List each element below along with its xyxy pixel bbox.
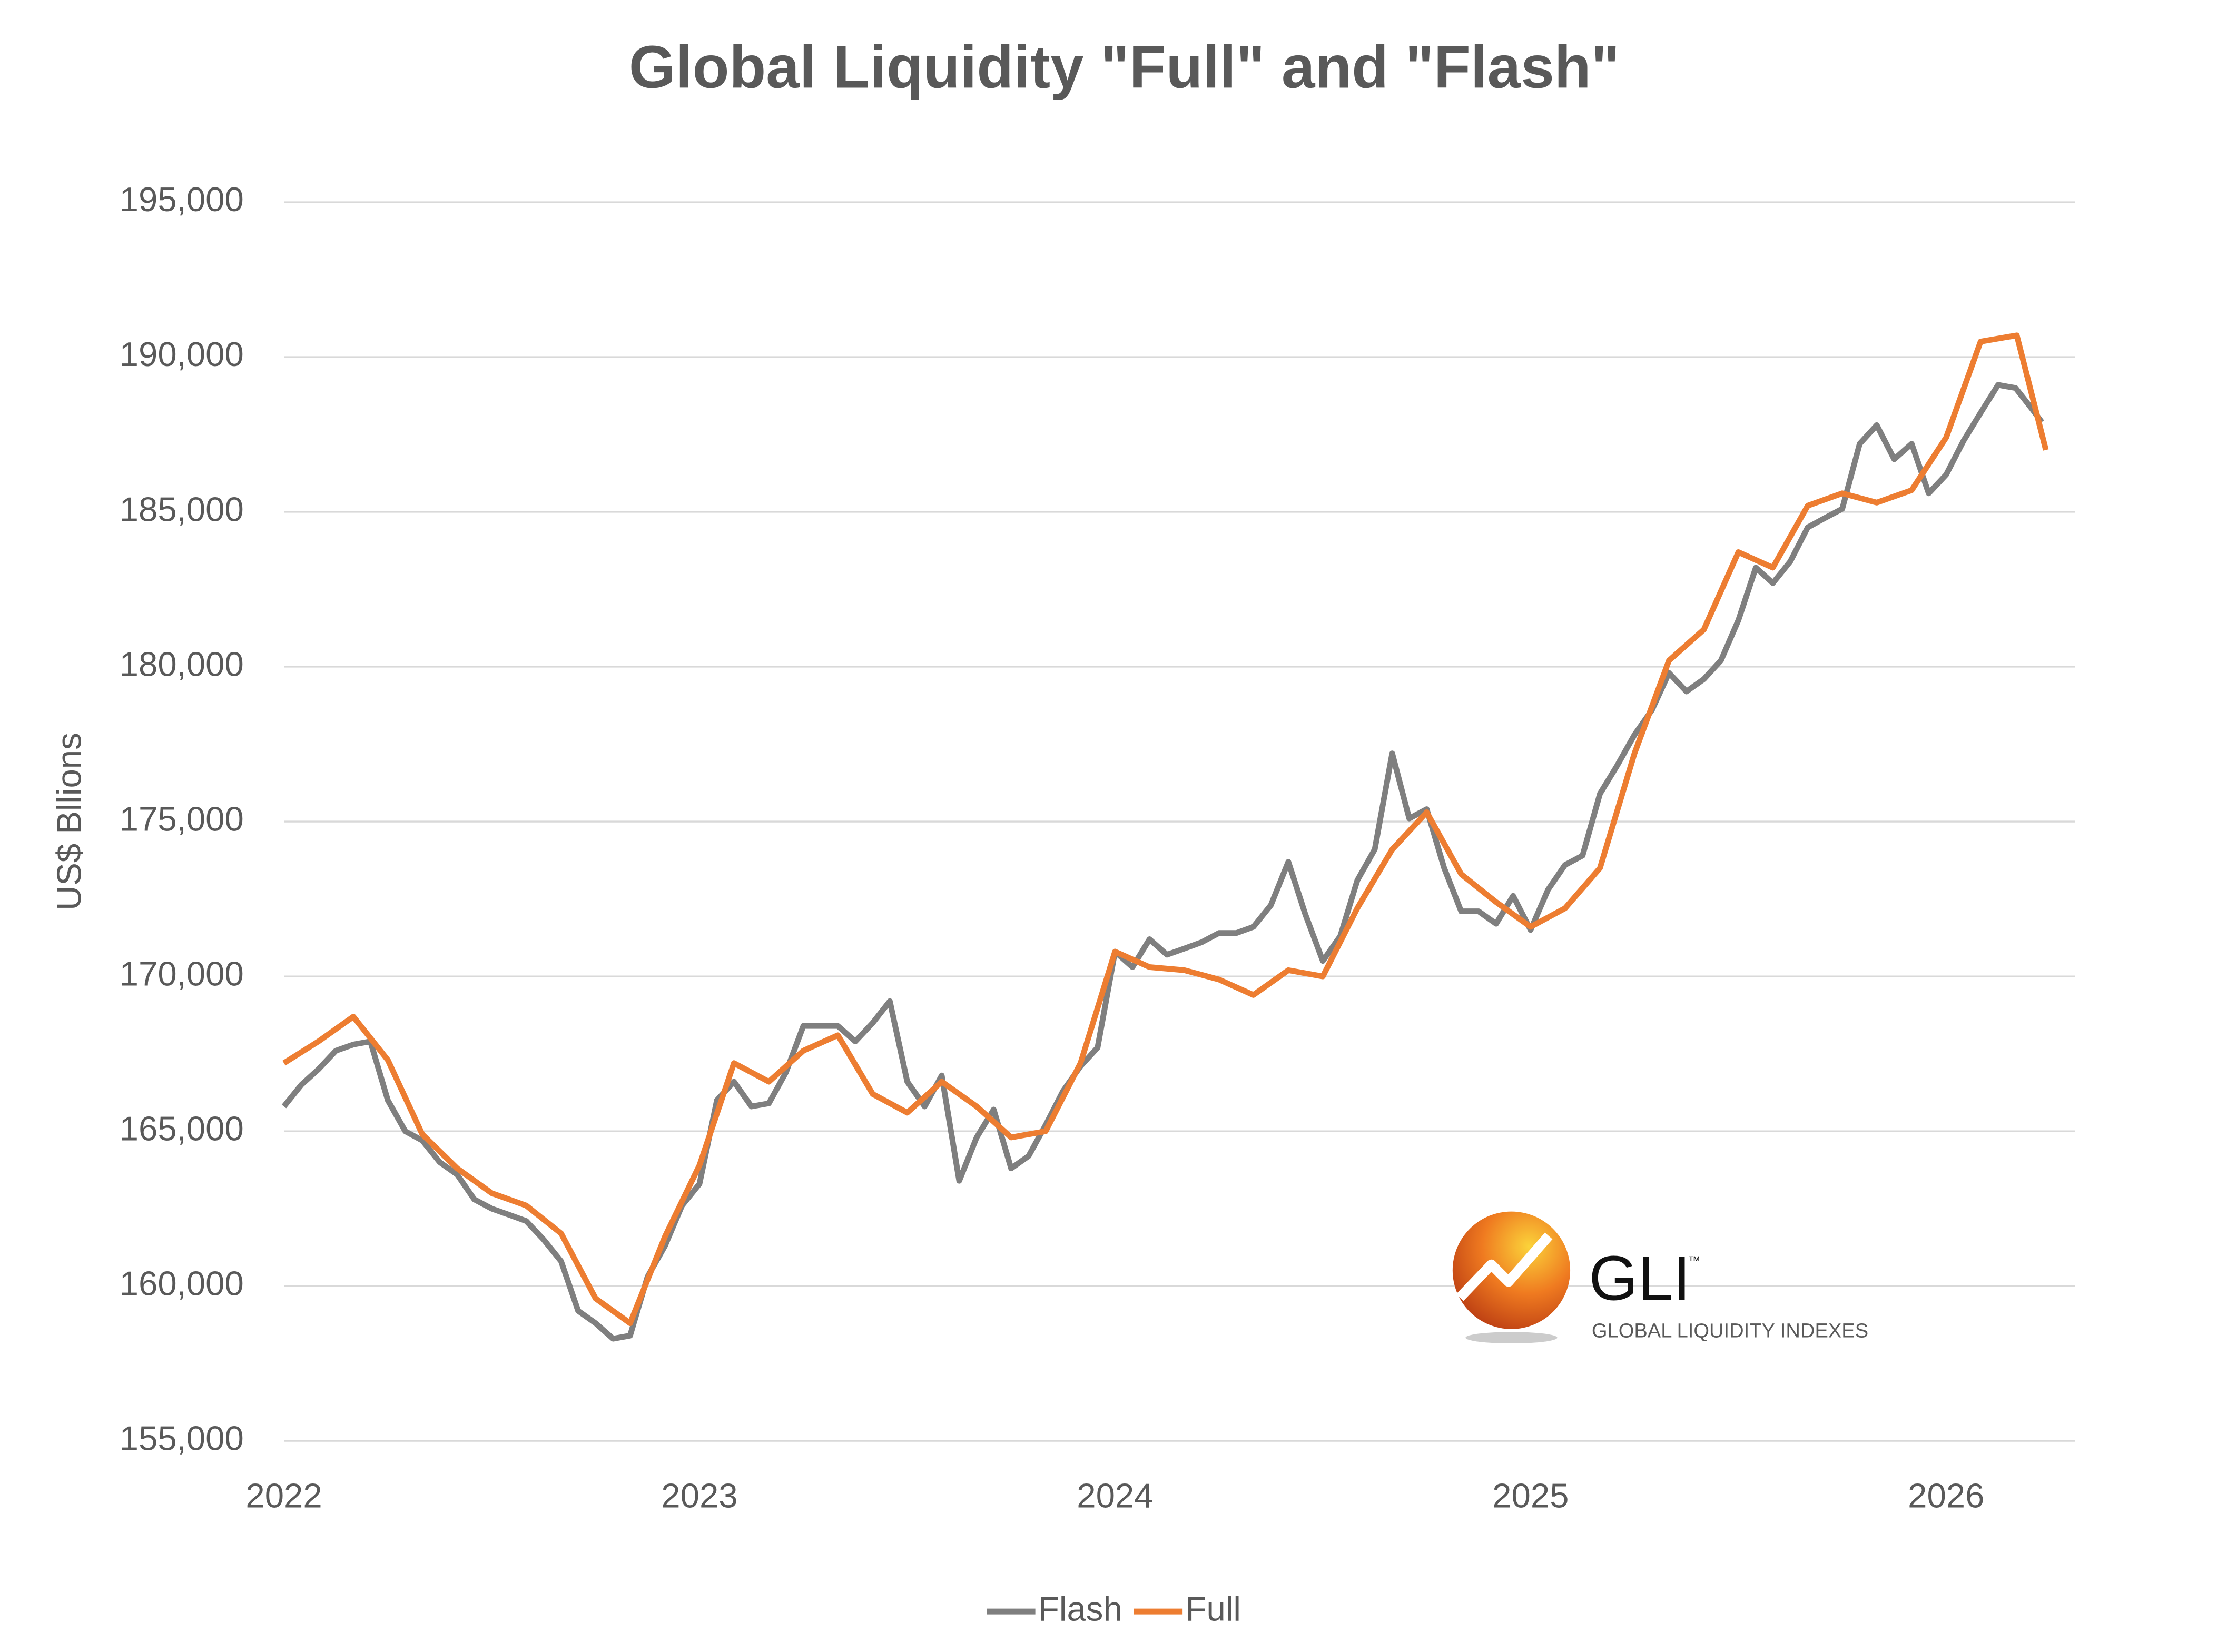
logo-circle [1452, 1211, 1571, 1329]
y-tick-label: 165,000 [120, 1109, 244, 1148]
y-tick-label: 170,000 [120, 954, 244, 993]
y-axis-label: US$ Bllions [50, 733, 88, 911]
y-tick-label: 160,000 [120, 1264, 244, 1302]
grid [284, 201, 2075, 1442]
x-tick-label: 2026 [1908, 1476, 1984, 1515]
logo-name: GLI [1589, 1243, 1690, 1313]
logo: GLI ™ GLOBAL LIQUIDITY INDEXES [1452, 1211, 1868, 1344]
x-tick-label: 2025 [1492, 1476, 1569, 1515]
y-tick-label: 175,000 [120, 799, 244, 838]
legend-label: Full [1186, 1589, 1241, 1628]
legend: Flash Full [987, 1589, 1241, 1628]
logo-shadow [1465, 1332, 1558, 1344]
logo-arrow [1456, 1232, 1553, 1301]
series-line [281, 382, 2044, 1342]
x-tick-label: 2023 [661, 1476, 737, 1515]
logo-tagline: GLOBAL LIQUIDITY INDEXES [1592, 1320, 1868, 1342]
y-tick-label: 195,000 [120, 180, 244, 219]
y-tick-label: 185,000 [120, 490, 244, 528]
logo-mark: ™ [1688, 1254, 1700, 1268]
x-tick-label: 2024 [1077, 1476, 1153, 1515]
series-line [282, 332, 2049, 1327]
legend-label: Flash [1038, 1589, 1122, 1628]
x-tick-label: 2022 [245, 1476, 322, 1515]
y-tick-label: 180,000 [120, 645, 244, 683]
y-tick-label: 190,000 [120, 335, 244, 373]
chart-title: Global Liquidity "Full" and "Flash" [629, 33, 1620, 101]
y-tick-label: 155,000 [120, 1419, 244, 1457]
